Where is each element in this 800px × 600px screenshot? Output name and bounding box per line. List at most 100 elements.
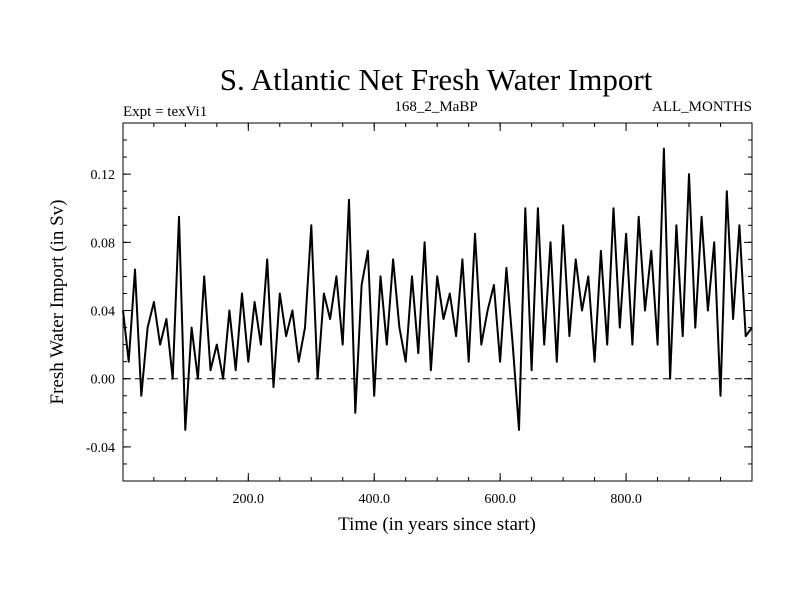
data-point [524, 207, 526, 209]
data-point [713, 241, 715, 243]
series-line-0 [122, 147, 753, 431]
data-point [726, 190, 728, 192]
subtitle-right: ALL_MONTHS [652, 99, 752, 115]
data-point [285, 335, 287, 337]
data-point [153, 301, 155, 303]
data-point [298, 361, 300, 363]
data-point [222, 378, 224, 380]
data-point [461, 258, 463, 260]
data-point [348, 199, 350, 201]
x-axis-label: Time (in years since start) [338, 514, 536, 535]
data-point [159, 344, 161, 346]
data-point [644, 309, 646, 312]
data-point [423, 241, 426, 243]
data-point [562, 224, 564, 226]
data-point [707, 309, 709, 312]
data-point [518, 429, 520, 431]
data-point [600, 250, 602, 252]
y-tick-label: -0.04 [86, 441, 115, 456]
data-point [209, 369, 212, 371]
data-point [505, 267, 508, 269]
data-point [354, 412, 356, 414]
data-point [581, 309, 583, 312]
data-point [430, 369, 432, 371]
data-point [745, 335, 747, 337]
data-point [455, 335, 457, 337]
data-point [216, 344, 218, 346]
data-point [197, 378, 199, 380]
data-point [719, 395, 722, 397]
data-point [386, 344, 388, 346]
data-point [398, 326, 401, 329]
x-tick-label: 600.0 [484, 492, 516, 507]
plot-frame [122, 122, 753, 482]
data-point [619, 326, 621, 329]
data-point [335, 275, 338, 278]
data-point [486, 309, 489, 312]
data-point [537, 207, 539, 209]
data-point [480, 344, 482, 346]
data-point [556, 361, 558, 363]
data-point [260, 344, 262, 346]
data-point [474, 233, 476, 235]
data-point [342, 344, 344, 346]
subtitle-center: 168_2_MaBP [394, 99, 477, 115]
data-point [191, 326, 193, 329]
data-point [253, 301, 256, 303]
data-point [291, 309, 293, 312]
data-point [247, 361, 249, 363]
data-point [266, 258, 268, 260]
data-point [172, 378, 174, 380]
y-tick-label: 0.08 [91, 236, 116, 251]
data-point [134, 269, 136, 271]
data-point [468, 361, 470, 363]
data-point [449, 292, 451, 295]
data-point [694, 326, 696, 329]
data-point [631, 344, 633, 346]
y-axis-label: Fresh Water Import (in Sv) [47, 200, 68, 405]
data-point [178, 216, 180, 218]
data-point [732, 318, 734, 320]
data-point [682, 335, 684, 337]
data-point [228, 309, 231, 312]
data-point [323, 292, 325, 295]
subtitle-left: Expt = texVi1 [123, 104, 207, 120]
data-point [612, 207, 615, 209]
data-point [531, 369, 533, 371]
data-point [417, 352, 419, 354]
data-point [379, 275, 382, 278]
y-tick-label: 0.00 [91, 373, 116, 388]
data-point [373, 395, 375, 397]
data-point [499, 361, 501, 363]
data-point [184, 429, 186, 431]
data-point [411, 275, 413, 278]
data-point [669, 378, 671, 380]
data-point [593, 361, 596, 363]
data-point [272, 386, 275, 388]
data-point [738, 224, 741, 226]
y-tick-label: 0.12 [91, 168, 116, 183]
data-point [165, 318, 168, 320]
data-point [436, 275, 438, 278]
data-point [310, 224, 312, 226]
data-point [146, 326, 149, 329]
data-point [575, 258, 577, 260]
data-point [329, 318, 331, 320]
data-point [650, 250, 652, 252]
data-point [392, 258, 394, 260]
data-point [568, 335, 571, 337]
data-point [675, 224, 678, 226]
data-point [442, 318, 445, 320]
data-point [235, 369, 237, 371]
data-point [688, 173, 690, 175]
data-point [367, 250, 369, 252]
chart-title: S. Atlantic Net Fresh Water Import [220, 62, 653, 97]
data-point [549, 241, 552, 243]
x-tick-label: 200.0 [233, 492, 265, 507]
data-point [587, 275, 589, 278]
data-point [361, 284, 363, 286]
x-tick-label: 400.0 [358, 492, 390, 507]
data-point [405, 361, 407, 363]
data-point [663, 147, 665, 150]
